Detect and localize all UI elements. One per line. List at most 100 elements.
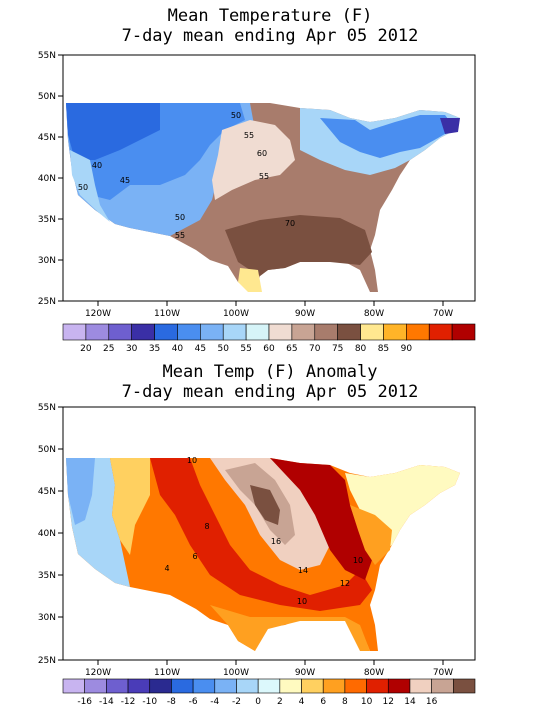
top-colorbar-label: 70 xyxy=(309,344,321,354)
bottom-colorbar-label: 4 xyxy=(299,697,305,707)
bottom-colorbar-label: 8 xyxy=(342,697,348,707)
top-pacific-coast-region xyxy=(70,150,110,222)
top-colorbar-swatch xyxy=(131,323,155,341)
bottom-lon-label: 80W xyxy=(364,668,384,678)
bottom-contour-label: 12 xyxy=(340,579,350,588)
bottom-lat-label: 45N xyxy=(38,487,56,497)
bottom-colorbar-swatch xyxy=(387,678,411,694)
top-colorbar-swatch xyxy=(268,323,293,341)
top-great-lakes-region xyxy=(320,115,455,158)
top-colorbar-swatch xyxy=(154,323,178,341)
bottom-lat-label: 30N xyxy=(38,613,56,623)
top-lon-label: 80W xyxy=(364,309,384,319)
top-colorbar-swatch xyxy=(337,323,361,341)
top-lat-label: 55N xyxy=(38,51,56,61)
bottom-colorbar-label: -4 xyxy=(210,697,219,707)
bottom-colorbar-swatch xyxy=(279,678,302,694)
top-rockies-cold-region xyxy=(66,103,160,160)
top-colorbar-swatch xyxy=(85,323,110,341)
bottom-lat-label: 50N xyxy=(38,445,56,455)
top-colorbar-swatch xyxy=(383,323,407,341)
top-colorbar-swatch xyxy=(428,323,453,341)
bottom-colorbar-swatch xyxy=(453,678,476,694)
bottom-lon-labels: 120W 110W 100W 90W 80W 70W xyxy=(85,668,453,678)
bottom-lon-label: 90W xyxy=(295,668,315,678)
top-colorbar-label: 75 xyxy=(332,344,343,354)
top-lat-label: 35N xyxy=(38,215,56,225)
bottom-lon-label: 100W xyxy=(223,668,249,678)
top-lat-label: 50N xyxy=(38,92,56,102)
bottom-title-line2: 7-day mean ending Apr 05 2012 xyxy=(121,382,419,402)
bottom-contour-label: 4 xyxy=(164,564,169,573)
bottom-colorbar-swatch xyxy=(257,678,281,694)
top-colorbar-label: 55 xyxy=(240,344,251,354)
top-lat-label: 40N xyxy=(38,174,56,184)
bottom-ohio-valley-region xyxy=(350,505,392,565)
top-contour-label: 55 xyxy=(259,172,269,181)
top-colorbar-swatch xyxy=(222,323,247,341)
bottom-colorbar-label: 14 xyxy=(404,697,416,707)
bottom-map-ticks xyxy=(58,406,444,665)
bottom-contour-label: 10 xyxy=(353,556,363,565)
bottom-lat-label: 40N xyxy=(38,529,56,539)
bottom-colorbar-label: -16 xyxy=(77,697,92,707)
top-contour-labels: 40 45 50 50 55 50 55 60 55 70 xyxy=(78,111,295,240)
top-south-warm-region xyxy=(225,215,372,276)
bottom-colorbar-label: 16 xyxy=(426,697,438,707)
top-lon-label: 110W xyxy=(154,309,180,319)
bottom-midwest-hot-region xyxy=(270,458,372,580)
bottom-great-basin-region xyxy=(110,458,150,555)
top-colorbar-swatch xyxy=(200,323,224,341)
top-colorbar-label: 30 xyxy=(126,344,138,354)
bottom-colorbar-swatch xyxy=(301,678,324,694)
top-colorbar-label: 20 xyxy=(80,344,92,354)
bottom-contour-label: 10 xyxy=(187,456,197,465)
top-title-line1: Mean Temperature (F) xyxy=(167,6,373,26)
bottom-lat-labels: 55N 50N 45N 40N 35N 30N 25N xyxy=(38,403,56,666)
bottom-contour-label: 14 xyxy=(298,566,308,575)
bottom-gulf-coast-region xyxy=(210,605,370,651)
bottom-colorbar-label: -10 xyxy=(142,697,157,707)
bottom-lon-label: 110W xyxy=(154,668,180,678)
bottom-lat-label: 25N xyxy=(38,656,56,666)
top-colorbar-label: 50 xyxy=(217,344,229,354)
top-lat-label: 30N xyxy=(38,256,56,266)
bottom-colorbar-label: 2 xyxy=(277,697,283,707)
bottom-lat-label: 35N xyxy=(38,571,56,581)
top-lon-label: 70W xyxy=(433,309,453,319)
top-lat-labels: 55N 50N 45N 40N 35N 30N 25N xyxy=(38,51,56,307)
bottom-colorbar-label: 12 xyxy=(383,697,394,707)
top-title-line2: 7-day mean ending Apr 05 2012 xyxy=(121,26,419,46)
bottom-colorbar-swatch xyxy=(344,678,367,694)
bottom-colorbar-label: -2 xyxy=(232,697,241,707)
top-colorbar: 20 25 30 35 40 45 50 55 60 65 70 75 80 85 90 xyxy=(62,323,476,354)
bottom-colorbar-swatch xyxy=(236,678,259,694)
bottom-colorbar-swatch xyxy=(84,678,107,694)
bottom-colorbar-swatch xyxy=(431,678,454,694)
bottom-northwest-cooler-region xyxy=(66,458,95,525)
bottom-colorbar-swatch xyxy=(214,678,237,694)
bottom-colorbar-swatch xyxy=(192,678,216,694)
bottom-contour-label: 10 xyxy=(297,597,307,606)
bottom-colorbar-label: -8 xyxy=(167,697,176,707)
bottom-colorbar-swatch xyxy=(409,678,432,694)
top-colorbar-label: 80 xyxy=(355,344,367,354)
bottom-colorbar-swatch xyxy=(149,678,172,694)
bottom-contour-labels: 10 8 6 4 16 14 10 12 10 xyxy=(164,456,363,606)
bottom-colorbar-swatch xyxy=(322,678,346,694)
top-lat-label: 45N xyxy=(38,133,56,143)
top-contour-label: 70 xyxy=(285,219,295,228)
bottom-contour-label: 6 xyxy=(192,552,197,561)
bottom-colorbar-label: -14 xyxy=(99,697,114,707)
top-colorbar-label: 25 xyxy=(103,344,114,354)
top-lon-label: 100W xyxy=(223,309,249,319)
top-maine-coldest-region xyxy=(440,118,460,134)
top-map-ticks xyxy=(58,54,444,306)
top-lon-labels: 120W 110W 100W 90W 80W 70W xyxy=(85,309,453,319)
top-colorbar-label: 60 xyxy=(263,344,275,354)
bottom-lat-label: 55N xyxy=(38,403,56,413)
top-colorbar-swatch xyxy=(291,323,316,341)
top-temperature-map: 55N 50N 45N 40N 35N 30N 25N 120W 110W 10… xyxy=(38,51,476,354)
top-colorbar-label: 35 xyxy=(149,344,160,354)
top-colorbar-label: 45 xyxy=(195,344,206,354)
